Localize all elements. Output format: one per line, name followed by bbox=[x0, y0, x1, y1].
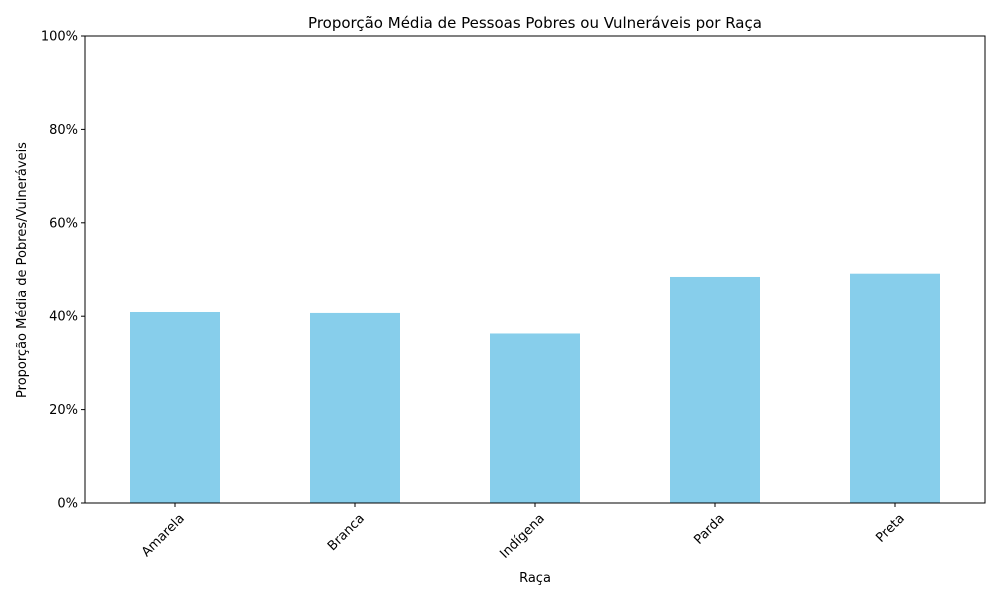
plot-frame bbox=[84, 35, 986, 504]
y-tick-label: 20% bbox=[49, 403, 78, 418]
x-tick-label: Amarela bbox=[139, 511, 188, 560]
chart-title: Proporção Média de Pessoas Pobres ou Vul… bbox=[308, 14, 762, 32]
bar-branca bbox=[310, 312, 400, 503]
x-tick-label: Parda bbox=[691, 511, 727, 547]
x-tick-label: Branca bbox=[325, 511, 368, 554]
y-tick-label: 100% bbox=[41, 30, 78, 45]
bar-parda bbox=[670, 276, 760, 503]
y-tick-label: 0% bbox=[57, 497, 78, 512]
x-axis-ticks: Amarela Branca Indígena Parda Preta bbox=[139, 503, 908, 562]
x-axis-label: Raça bbox=[519, 571, 551, 586]
bars-group bbox=[130, 273, 940, 503]
bar-preta bbox=[850, 273, 940, 503]
x-tick-label: Indígena bbox=[497, 511, 547, 561]
y-tick-label: 60% bbox=[49, 216, 78, 231]
y-tick-label: 40% bbox=[49, 310, 78, 325]
y-axis-ticks: 0% 20% 40% 60% 80% 100% bbox=[41, 30, 85, 512]
y-axis-label: Proporção Média de Pobres/Vulneráveis bbox=[15, 142, 30, 398]
x-tick-label: Preta bbox=[873, 511, 907, 545]
bar-amarela bbox=[130, 311, 220, 503]
bar-indigena bbox=[490, 333, 580, 503]
y-tick-label: 80% bbox=[49, 123, 78, 138]
